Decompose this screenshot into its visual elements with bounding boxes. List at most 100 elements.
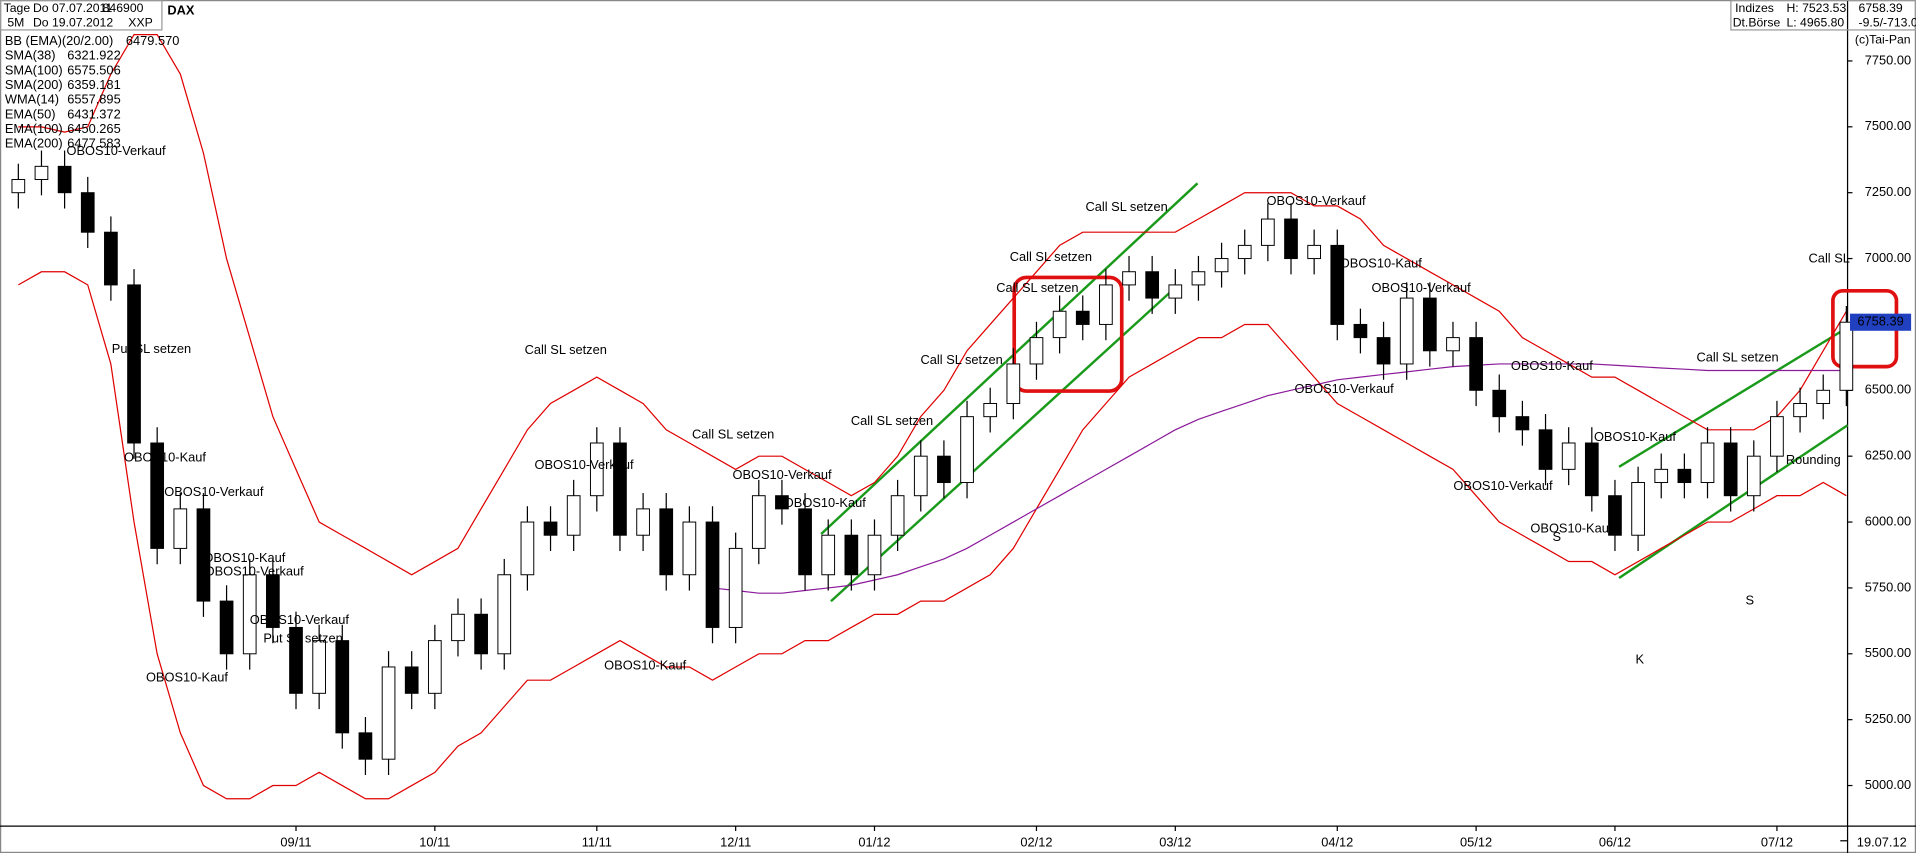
legend-name: WMA(14) xyxy=(5,92,59,107)
candle-body xyxy=(1839,321,1854,391)
legend-value: 6575.506 xyxy=(67,62,121,77)
pattern-label: S xyxy=(1552,529,1561,544)
candle-body xyxy=(1237,244,1252,260)
low: L: 4965.80 xyxy=(1786,15,1844,29)
y-tick-label: 6000.00 xyxy=(1865,513,1911,528)
code: 846900 xyxy=(103,1,144,15)
legend-name: SMA(38) xyxy=(5,48,56,63)
candle-body xyxy=(566,495,581,536)
candle-body xyxy=(1584,442,1599,497)
legend-value: 6450.265 xyxy=(67,121,121,136)
candle-body xyxy=(1700,442,1715,484)
candle-body xyxy=(219,600,234,655)
candle-body xyxy=(11,179,26,194)
signal-annotation: OBOS10-Verkauf xyxy=(205,563,305,578)
candle-body xyxy=(983,402,998,418)
candle-body xyxy=(173,508,188,549)
candle-body xyxy=(1214,258,1229,273)
y-tick-label: 7750.00 xyxy=(1865,52,1911,67)
header-box xyxy=(0,0,1916,31)
exchange: Dt.Börse xyxy=(1733,15,1781,29)
signal-annotation: OBOS10-Verkauf xyxy=(535,457,635,472)
candle-body xyxy=(1515,416,1530,431)
candle-body xyxy=(34,165,49,181)
candle-body xyxy=(1746,455,1761,497)
x-tick-label: 03/12 xyxy=(1159,835,1191,850)
pattern-label: K xyxy=(1636,651,1645,666)
signal-annotation: OBOS10-Kauf xyxy=(203,550,285,565)
signal-annotation: OBOS10-Verkauf xyxy=(732,467,832,482)
candle-body xyxy=(1654,468,1669,484)
change: -9.5/-713.0 xyxy=(1859,15,1916,29)
signal-annotation: OBOS10-Verkauf xyxy=(164,484,264,499)
header-left-box xyxy=(0,0,163,31)
candle-body xyxy=(497,574,512,655)
signal-annotation: Call SL setzen xyxy=(525,342,607,357)
copyright: (c)Tai-Pan xyxy=(1855,33,1911,47)
end-date-label: 19.07.12 xyxy=(1857,835,1907,850)
start-date: Do 07.07.2011 xyxy=(33,1,112,15)
y-tick-label: 5750.00 xyxy=(1865,579,1911,594)
candle-body xyxy=(844,534,859,576)
exchange-code: XXP xyxy=(128,15,152,29)
x-tick-label: 04/12 xyxy=(1321,835,1353,850)
trend-line xyxy=(820,182,1199,535)
candle-body xyxy=(1122,271,1136,286)
signal-annotation: Call SL setzen xyxy=(1086,199,1168,214)
signal-annotation: OBOS10-Verkauf xyxy=(1372,280,1472,295)
x-tick-label: 01/12 xyxy=(858,835,890,850)
x-tick-label: 11/11 xyxy=(582,835,612,850)
y-tick-label: 6250.00 xyxy=(1865,448,1911,463)
indicator-line xyxy=(712,363,1847,594)
signal-annotation: OBOS10-Kauf xyxy=(604,657,686,672)
candle-body xyxy=(520,521,535,576)
legend-value: 6321.922 xyxy=(67,48,121,63)
pattern-label: Rounding xyxy=(1786,452,1841,467)
candle-body xyxy=(1376,337,1391,365)
legend-value: 6557.895 xyxy=(67,92,121,107)
signal-annotation: Put SL setzen xyxy=(263,631,342,646)
signal-annotation: OBOS10-Kauf xyxy=(146,670,228,685)
candle-body xyxy=(1099,284,1113,325)
candle-body xyxy=(1538,429,1553,470)
signal-annotation: Call SL setzen xyxy=(921,352,1003,367)
candle-body xyxy=(358,732,373,760)
trend-line xyxy=(1618,424,1849,580)
x-tick-label: 06/12 xyxy=(1599,835,1631,850)
candle-body xyxy=(80,192,95,233)
candle-body xyxy=(636,508,650,536)
candle-body xyxy=(289,626,303,694)
candle-body xyxy=(1677,468,1692,484)
candle-body xyxy=(613,442,627,536)
indicator-line xyxy=(18,271,1847,800)
signal-annotation: OBOS10-Kauf xyxy=(1530,521,1612,536)
period: Tage xyxy=(4,1,31,15)
candle-body xyxy=(451,613,465,642)
candle-body xyxy=(543,521,558,536)
candle-body xyxy=(728,547,743,628)
legend-name: SMA(200) xyxy=(5,77,63,92)
candle-body xyxy=(1284,218,1298,260)
candle-body xyxy=(1399,297,1414,365)
signal-annotation: Call SL setzen xyxy=(996,280,1078,295)
candle-body xyxy=(381,666,396,760)
candle-body xyxy=(1145,271,1160,299)
candle-body xyxy=(890,495,905,536)
signal-annotation: Call SL setzen xyxy=(692,426,774,441)
signal-annotation: OBOS10-Kauf xyxy=(124,450,206,465)
legend-name: SMA(100) xyxy=(5,62,63,77)
x-tick-label: 05/12 xyxy=(1460,835,1492,850)
legend-name: EMA(100) xyxy=(5,121,63,136)
candle-body xyxy=(1492,389,1507,418)
candle-body xyxy=(335,640,350,734)
candle-body xyxy=(1168,284,1183,299)
candle-body xyxy=(798,508,812,576)
signal-annotation: Call SL setzen xyxy=(1010,249,1092,264)
candle-body xyxy=(474,613,488,655)
last-price-label: 6758.39 xyxy=(1857,314,1903,329)
signal-annotation: OBOS10-Kauf xyxy=(1594,429,1676,444)
last-price-box xyxy=(1850,313,1912,331)
candle-body xyxy=(242,574,257,655)
candle-body xyxy=(196,508,211,602)
